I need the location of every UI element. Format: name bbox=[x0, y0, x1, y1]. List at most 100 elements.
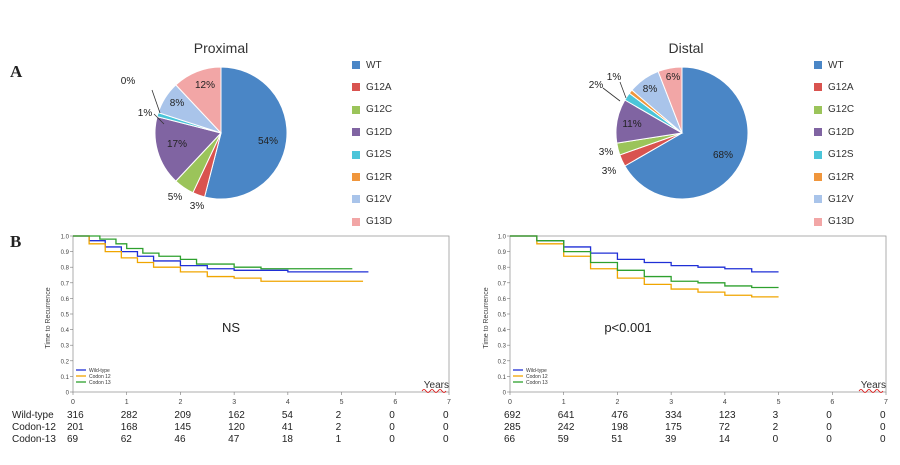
legend-swatch bbox=[814, 217, 822, 226]
pie1-label-wt: 68% bbox=[713, 150, 733, 161]
pie1-label-g12d: 11% bbox=[622, 119, 641, 130]
km-right-xlabel: Years bbox=[861, 380, 886, 391]
pie-title-proximal: Proximal bbox=[193, 40, 249, 56]
risk-cell: 0 bbox=[443, 422, 449, 433]
risk-cell: 18 bbox=[281, 434, 293, 445]
km-right-ytick-label: 0.8 bbox=[498, 266, 507, 272]
km-plot-left: 0 0.1 0.2 0.3 0.4 0.5 0.6 0.7 0.8 0.9 1.0 0 1 2 3 4 5 6 7 T… bbox=[45, 235, 451, 407]
km-left-series-codon-13 bbox=[73, 235, 353, 270]
risk-cell: 145 bbox=[174, 422, 192, 433]
km-left-ytick-label: 0 bbox=[66, 391, 70, 397]
legend-swatch bbox=[814, 195, 822, 204]
pie0-label-g12c: 5% bbox=[168, 192, 183, 203]
legend-item-g12a: G12A bbox=[352, 80, 392, 94]
km-left-legend-label: Codon 12 bbox=[89, 374, 111, 380]
legend-label: G12C bbox=[366, 104, 393, 116]
pie0-label-g12r: 0% bbox=[121, 76, 136, 87]
legend-swatch bbox=[352, 150, 360, 159]
risk-cell: 120 bbox=[228, 422, 245, 433]
risk-table-left: Wild-type 316 282 209 162 54 2 0 0 Codon-12 201 168… bbox=[0, 410, 460, 460]
legend-item-g12s: G12S bbox=[352, 148, 392, 162]
km-left-ytick-label: 1.0 bbox=[61, 235, 70, 241]
km-left-xtick-label: 5 bbox=[340, 399, 344, 406]
legend-swatch bbox=[814, 83, 822, 92]
risk-cell: 209 bbox=[174, 410, 192, 421]
legend-label: G12A bbox=[366, 81, 392, 93]
risk-cell: 476 bbox=[611, 410, 629, 421]
km-right-ytick-label: 0.7 bbox=[498, 281, 507, 287]
pie0-slice-g13d bbox=[175, 66, 222, 135]
km-right-series-wild-type bbox=[510, 235, 779, 273]
risk-cell: 66 bbox=[504, 434, 516, 445]
legend-item-g13d: G13D bbox=[352, 215, 392, 229]
risk-cell: 0 bbox=[772, 434, 779, 445]
risk-cell: 41 bbox=[281, 422, 293, 433]
risk-cell: 242 bbox=[557, 422, 575, 433]
km-right-xtick-label: 1 bbox=[562, 399, 566, 406]
pie1-leader-g12r bbox=[619, 81, 627, 99]
risk-cell: 62 bbox=[120, 434, 132, 445]
risk-cell: 54 bbox=[281, 410, 293, 421]
risk-cell: 0 bbox=[389, 422, 395, 433]
km-right-ytick-label: 0.3 bbox=[498, 344, 507, 350]
risk-row: 66 59 51 39 14 0 0 0 bbox=[480, 434, 900, 446]
km-left-xtick-label: 0 bbox=[71, 399, 75, 406]
risk-cell: 39 bbox=[665, 434, 677, 445]
km-left-xtick-label: 7 bbox=[447, 399, 451, 406]
risk-cell: 0 bbox=[826, 434, 832, 445]
pie0-label-g12v: 8% bbox=[170, 98, 185, 109]
km-right-spellcheck-squiggle bbox=[858, 389, 884, 393]
pie0-label-g12a: 3% bbox=[190, 201, 205, 212]
km-right-xtick-label: 4 bbox=[723, 399, 727, 406]
legend-label: G12R bbox=[366, 171, 393, 183]
km-right-frame bbox=[509, 235, 887, 393]
risk-cell: 69 bbox=[67, 434, 79, 445]
risk-cell: 0 bbox=[389, 434, 395, 445]
km-right-xtick-label: 2 bbox=[615, 399, 619, 406]
legend-item-g12r: G12R bbox=[352, 170, 392, 184]
km-right-ylabel: Time to Recurrence bbox=[483, 287, 490, 348]
km-left-ytick-label: 0.1 bbox=[61, 375, 70, 381]
risk-cell: 3 bbox=[772, 410, 779, 421]
risk-cell: 51 bbox=[611, 434, 623, 445]
legend-item-g12r: G12R bbox=[814, 170, 854, 184]
km-right-ytick-label: 0.5 bbox=[498, 313, 507, 319]
km-right-xtick-label: 6 bbox=[830, 399, 834, 406]
legend-item-g12v: G12V bbox=[814, 192, 854, 206]
legend-label: G12D bbox=[828, 126, 855, 138]
legend-label: G12V bbox=[366, 193, 392, 205]
risk-cell: 692 bbox=[504, 410, 521, 421]
km-left-ytick-label: 0.9 bbox=[61, 250, 70, 256]
km-right-ytick-label: 0.9 bbox=[498, 250, 507, 256]
pie0-slice-g12d bbox=[154, 115, 222, 182]
risk-row-label: Codon-12 bbox=[12, 422, 56, 433]
legend-item-g12v: G12V bbox=[352, 192, 392, 206]
risk-cell: 46 bbox=[174, 434, 186, 445]
risk-cell: 641 bbox=[557, 410, 575, 421]
km-left-ytick-label: 0.3 bbox=[61, 344, 70, 350]
km-left-legend-label: Codon 13 bbox=[89, 380, 111, 386]
pie1-label-g12c: 3% bbox=[599, 147, 614, 158]
risk-cell: 0 bbox=[880, 434, 886, 445]
legend-label: G13D bbox=[366, 216, 393, 228]
risk-cell: 2 bbox=[335, 410, 342, 421]
pie1-leader-g12s bbox=[602, 87, 621, 102]
legend-swatch bbox=[814, 150, 822, 159]
km-left-ytick-label: 0.6 bbox=[61, 297, 70, 303]
km-left-xtick-label: 6 bbox=[393, 399, 397, 406]
risk-cell: 201 bbox=[67, 422, 84, 433]
km-right-xtick-label: 7 bbox=[884, 399, 888, 406]
km-right-ytick-label: 0.4 bbox=[498, 328, 507, 334]
km-right-series-codon-12 bbox=[510, 235, 779, 298]
risk-cell: 0 bbox=[826, 410, 832, 421]
legend-item-wt: WT bbox=[814, 58, 844, 72]
legend-item-g12c: G12C bbox=[352, 103, 392, 117]
legend-swatch bbox=[352, 61, 360, 69]
km-right-annotation: p<0.001 bbox=[604, 320, 651, 335]
pie0-slice-wt bbox=[203, 66, 288, 200]
legend-swatch bbox=[352, 217, 360, 226]
km-left-ytick-label: 0.5 bbox=[61, 313, 70, 319]
pie0-label-wt: 54% bbox=[258, 136, 278, 147]
risk-row: Codon-13 69 62 46 47 18 1 0 0 bbox=[0, 434, 460, 446]
legend-swatch bbox=[352, 128, 360, 137]
